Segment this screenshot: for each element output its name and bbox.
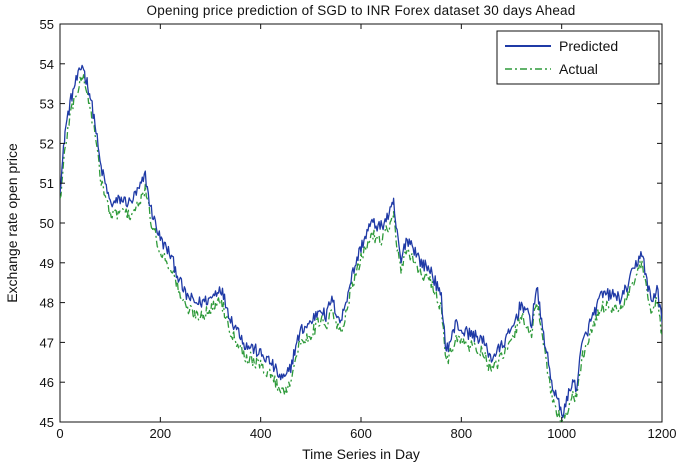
series-line-predicted <box>60 64 662 419</box>
y-tick-label: 45 <box>40 415 54 430</box>
x-tick-label: 200 <box>149 426 171 441</box>
x-axis-title: Time Series in Day <box>302 446 420 462</box>
x-tick-label: 600 <box>350 426 372 441</box>
y-axis-title: Exchange rate open price <box>4 143 20 303</box>
legend-box <box>496 30 660 85</box>
y-tick-label: 54 <box>40 57 54 72</box>
y-tick-label: 47 <box>40 335 54 350</box>
legend-label-actual: Actual <box>559 61 598 77</box>
x-tick-label: 1200 <box>648 426 677 441</box>
x-tick-label: 400 <box>250 426 272 441</box>
x-tick-label: 800 <box>450 426 472 441</box>
axis-ticks: 0 200 400 600 800 1000 1200 45 46 47 48 49 50 51 52 53 5… <box>40 17 677 441</box>
x-tick-label: 0 <box>56 426 63 441</box>
y-tick-label: 49 <box>40 256 54 271</box>
x-tick-label: 1000 <box>547 426 576 441</box>
y-tick-label: 50 <box>40 216 54 231</box>
chart-title: Opening price prediction of SGD to INR F… <box>147 3 576 18</box>
y-tick-label: 48 <box>40 296 54 311</box>
y-tick-label: 52 <box>40 136 54 151</box>
chart-legend: Predicted Actual <box>496 30 660 85</box>
y-tick-label: 51 <box>40 176 54 191</box>
y-tick-label: 53 <box>40 97 54 112</box>
plot-area <box>59 23 663 423</box>
series-line-actual <box>60 74 662 422</box>
series-layer <box>60 64 662 422</box>
y-tick-label: 55 <box>40 17 54 32</box>
y-tick-label: 46 <box>40 375 54 390</box>
legend-label-predicted: Predicted <box>559 38 618 54</box>
